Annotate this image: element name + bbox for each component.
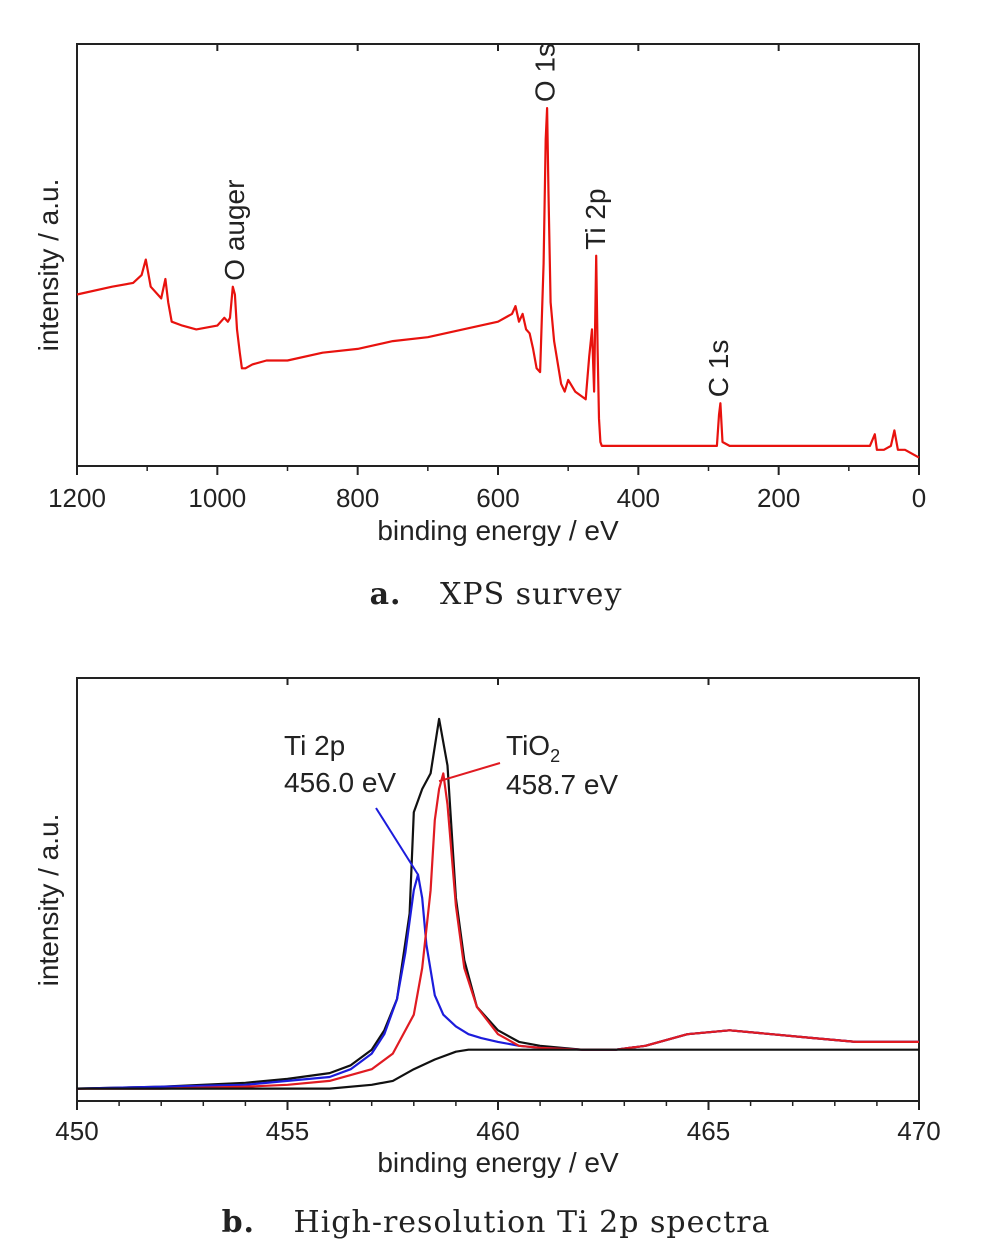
peak-label-name: TiO2 (506, 730, 560, 766)
x-tick-label: 470 (897, 1116, 940, 1146)
panel-a-series (76, 106, 920, 459)
x-tick-label: 400 (617, 483, 660, 513)
peak-label-name: Ti 2p (284, 730, 345, 761)
x-tick-label: 600 (476, 483, 519, 513)
x-tick-label: 1200 (48, 483, 106, 513)
x-tick-label: 465 (687, 1116, 730, 1146)
x-tick-label: 460 (476, 1116, 519, 1146)
series-line-2 (76, 873, 919, 1090)
x-tick-label: 450 (55, 1116, 98, 1146)
panel-a-plot-frame (76, 43, 920, 467)
peak-pointer-line (438, 762, 501, 783)
panel-b-series (76, 717, 919, 1090)
peak-label: C 1s (703, 340, 734, 398)
x-tick-label: 800 (336, 483, 379, 513)
panel-a-annotations: O auger O 1s Ti 2p C 1s (219, 43, 734, 397)
panel-b-plot-frame (76, 677, 920, 1102)
x-tick-label: 200 (757, 483, 800, 513)
panel-a-caption: a. XPS survey (370, 577, 623, 612)
panel-b-x-ticks: 450 455 460 465 470 (55, 678, 941, 1146)
panel-a: 1200 1000 800 600 400 200 0 O auger O 1s Ti 2p C … (33, 43, 926, 612)
peak-label-energy: 458.7 eV (506, 769, 618, 800)
panel-b-caption-letter: b. (222, 1205, 255, 1240)
panel-b-caption: b. High-resolution Ti 2p spectra (222, 1205, 771, 1240)
panel-b-y-axis-label: intensity / a.u. (33, 814, 64, 987)
x-tick-label: 455 (266, 1116, 309, 1146)
series-line-1 (76, 106, 920, 459)
peak-pointer-line (375, 807, 419, 876)
peak-label: O 1s (530, 43, 561, 102)
peak-label: Ti 2p (580, 188, 611, 249)
series-line-3 (77, 772, 919, 1090)
panel-b-caption-text: High-resolution Ti 2p spectra (294, 1205, 771, 1240)
panel-b-x-axis-label: binding energy / eV (377, 1147, 619, 1178)
panel-a-x-ticks: 1200 1000 800 600 400 200 0 (48, 44, 926, 513)
x-tick-label: 1000 (188, 483, 246, 513)
panel-a-caption-letter: a. (370, 577, 402, 612)
panel-a-caption-text: XPS survey (440, 577, 622, 612)
peak-label: O auger (219, 180, 250, 281)
x-tick-label: 0 (912, 483, 926, 513)
series-line-4 (77, 1048, 919, 1090)
peak-label-energy: 456.0 eV (284, 767, 396, 798)
panel-a-y-axis-label: intensity / a.u. (33, 179, 64, 352)
panel-a-x-axis-label: binding energy / eV (377, 515, 619, 546)
